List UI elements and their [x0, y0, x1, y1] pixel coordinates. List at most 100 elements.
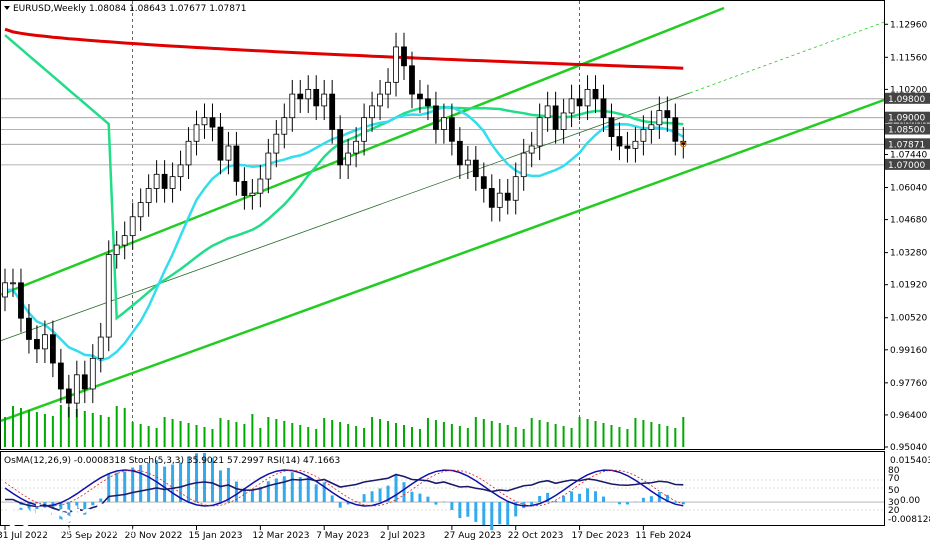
candle-body	[496, 192, 503, 208]
rsi-line	[5, 473, 684, 514]
candle-body	[249, 192, 256, 196]
candle-body	[89, 357, 96, 390]
candle-body	[512, 176, 519, 201]
candle-body	[656, 110, 663, 126]
x-tick-label: 25 Sep 2022	[61, 531, 118, 541]
candle-body	[433, 105, 439, 130]
candle-body	[169, 176, 176, 189]
candle-body	[440, 117, 447, 130]
y-tick-label: 1.06040	[890, 184, 927, 194]
channel-upper-line	[0, 6, 725, 296]
level-tag-box	[885, 111, 930, 123]
grid-lines	[132, 1, 580, 449]
channel-lower-line	[0, 98, 885, 422]
candle-body	[592, 88, 599, 100]
instaforex-logo-icon	[6, 504, 32, 530]
volume-bars	[4, 405, 685, 447]
candle-body	[616, 136, 623, 147]
candle-body	[34, 339, 40, 350]
price-axis: 1.12960 1.11560 1.10200 1.08800 1.07440 1.060…	[884, 20, 927, 453]
candle-body	[73, 374, 80, 404]
candle-body	[257, 178, 264, 194]
candle-body	[464, 159, 471, 166]
y-tick-label: 1.00520	[890, 314, 927, 324]
candle-body	[345, 152, 352, 166]
ma-cyan-line	[5, 105, 684, 362]
watermark-brand: instaforex	[34, 499, 159, 529]
candle-body	[241, 180, 248, 196]
candle-body	[456, 140, 463, 166]
symbol-dropdown-icon[interactable]	[4, 6, 10, 10]
moving-averages	[4, 27, 684, 362]
candle-body	[576, 98, 583, 107]
candle-body	[664, 110, 671, 119]
candle-body	[321, 93, 328, 107]
candle-body	[648, 124, 655, 130]
candle-body	[520, 152, 527, 178]
level-tag-label: 1.07871	[888, 140, 925, 150]
osma-bottom-label: -0.0081286	[888, 515, 930, 525]
x-tick-label: 7 May 2023	[316, 531, 369, 541]
candle-body	[273, 133, 280, 154]
y-tick-label: 1.01920	[890, 281, 927, 291]
y-tick-label: 1.10200	[890, 85, 927, 95]
level-tag-box	[885, 92, 930, 104]
x-tick-label: 2 Jul 2023	[380, 531, 425, 541]
candle-body	[193, 124, 200, 142]
oscillator-tick-label: 20	[888, 506, 900, 516]
stochastic-main-line	[4, 469, 684, 507]
candle-body	[42, 334, 48, 350]
channel-projection-line	[689, 21, 885, 94]
candle-body	[480, 176, 487, 189]
candle-body	[313, 88, 320, 107]
x-tick-label: 31 Jul 2022	[0, 531, 48, 541]
candle-body	[281, 117, 288, 135]
candle-body	[361, 117, 368, 142]
y-tick-label: 1.07440	[890, 150, 927, 160]
candle-body	[584, 88, 591, 107]
indicator-pane-border	[0, 451, 885, 526]
level-tag-label: 1.08500	[888, 125, 925, 135]
x-tick-label: 22 Oct 2023	[508, 531, 564, 541]
x-tick-label: 17 Dec 2023	[572, 531, 630, 541]
channel-mid-line	[0, 92, 691, 341]
candle-body	[129, 216, 136, 237]
candle-body	[560, 112, 567, 130]
y-tick-label: 1.04680	[890, 216, 927, 226]
trend-channel	[0, 6, 885, 422]
candle-body	[536, 117, 543, 147]
candle-body	[97, 336, 104, 359]
osma-zero-label: 0.00	[900, 496, 920, 506]
candle-body	[185, 140, 192, 166]
candle-body	[121, 235, 128, 246]
y-tick-label: 1.08800	[890, 118, 927, 128]
ma-red-line	[4, 27, 684, 70]
candle-body	[225, 145, 232, 161]
oscillator-tick-label: 70	[888, 474, 900, 484]
candle-body	[624, 145, 631, 149]
candle-body	[672, 117, 679, 142]
candle-body	[26, 317, 32, 340]
last-price-marker	[680, 141, 687, 148]
candle-body	[105, 254, 112, 338]
candle-body	[289, 93, 296, 119]
ma-green-line	[4, 34, 684, 321]
main-pane-border	[0, 0, 885, 450]
candle-body	[161, 173, 168, 189]
candle-body	[49, 334, 56, 364]
candle-body	[18, 282, 24, 319]
candle-body	[153, 173, 160, 189]
instaforex-watermark: instaforex Instant Forex Trading	[6, 498, 196, 538]
candle-body	[113, 244, 120, 255]
y-tick-label: 0.96400	[890, 411, 927, 421]
candle-body	[488, 188, 495, 208]
time-axis: 31 Jul 2022 25 Sep 2022 20 Nov 2022 15 Jan …	[0, 526, 692, 541]
level-tag-label: 1.07000	[888, 161, 925, 171]
watermark-tagline: Instant Forex Trading	[40, 526, 135, 537]
candle-body	[353, 140, 360, 154]
y-tick-label: 0.99160	[890, 346, 927, 356]
candle-body	[65, 388, 72, 404]
